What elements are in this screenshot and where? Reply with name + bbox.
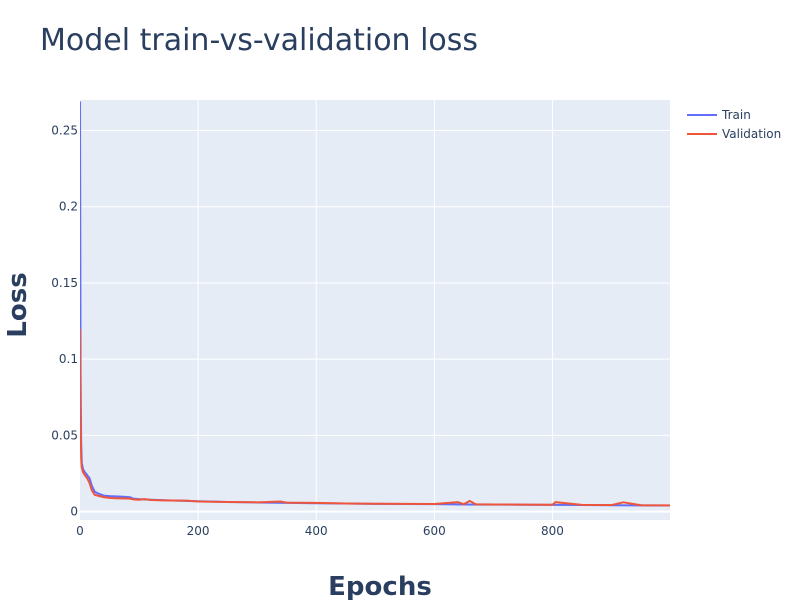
legend: Train Validation xyxy=(687,108,781,141)
chart-title: Model train-vs-validation loss xyxy=(40,23,478,58)
legend-item-validation[interactable]: Validation xyxy=(687,127,781,141)
series-lines xyxy=(80,101,670,507)
legend-label: Validation xyxy=(722,127,781,141)
x-tick-label: 200 xyxy=(187,524,210,538)
y-axis-title: Loss xyxy=(3,272,33,337)
x-tick-label: 600 xyxy=(423,524,446,538)
x-axis-ticks: 0 200 400 600 800 xyxy=(76,524,564,538)
x-tick-label: 0 xyxy=(76,524,84,538)
y-tick-label: 0.1 xyxy=(59,352,78,366)
grid-lines xyxy=(80,100,670,520)
y-tick-label: 0.05 xyxy=(51,428,78,442)
series-line-validation xyxy=(80,328,670,507)
legend-item-train[interactable]: Train xyxy=(687,108,751,122)
y-tick-label: 0.15 xyxy=(51,276,78,290)
x-tick-label: 400 xyxy=(305,524,328,538)
x-tick-label: 800 xyxy=(541,524,564,538)
y-axis-ticks: 0 0.05 0.1 0.15 0.2 0.25 xyxy=(51,123,78,518)
y-tick-label: 0.2 xyxy=(59,200,78,214)
plot-area xyxy=(80,100,670,520)
y-tick-label: 0.25 xyxy=(51,123,78,137)
x-axis-title: Epochs xyxy=(328,572,432,600)
y-tick-label: 0 xyxy=(70,505,78,519)
legend-label: Train xyxy=(721,108,751,122)
